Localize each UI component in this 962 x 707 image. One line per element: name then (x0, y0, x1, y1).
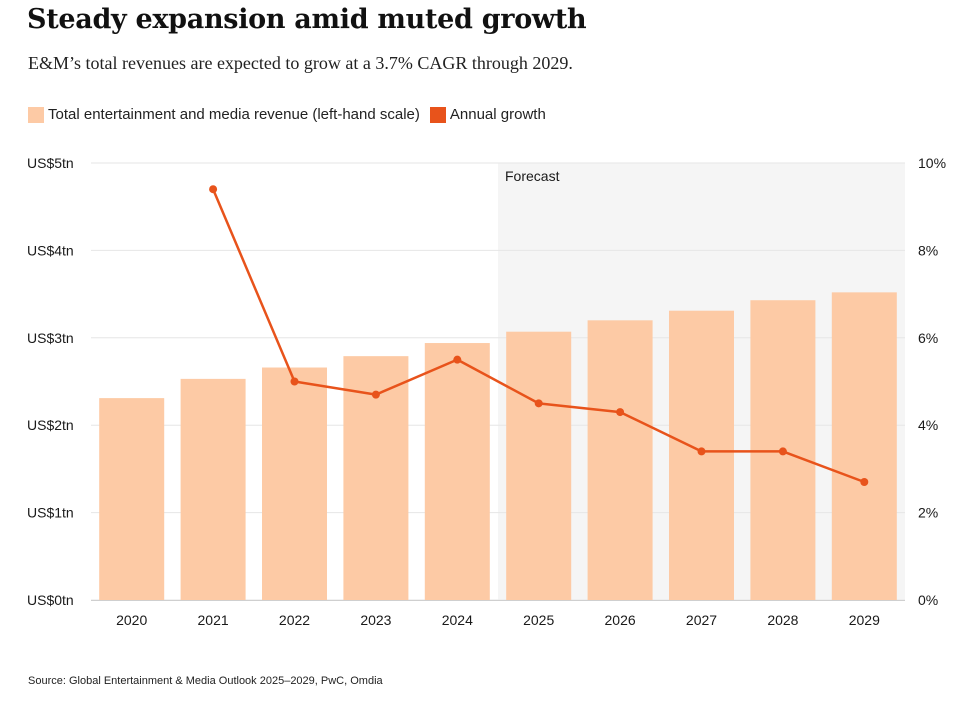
legend-swatch-revenue (28, 106, 44, 123)
legend-item-growth: Annual growth (429, 106, 546, 123)
x-tick-label: 2023 (360, 612, 391, 628)
left-tick-label: US$2tn (27, 417, 74, 433)
growth-point-2021 (209, 185, 218, 194)
x-tick-label: 2021 (198, 612, 229, 628)
growth-point-2024 (453, 355, 462, 364)
legend-label-growth: Annual growth (449, 106, 546, 123)
bar-2022 (262, 367, 327, 600)
bar-2029 (831, 292, 897, 600)
bar-2026 (587, 320, 653, 600)
chart-title: Steady expansion amid muted growth (27, 4, 587, 35)
legend-item-revenue: Total entertainment and media revenue (l… (28, 106, 420, 123)
left-tick-label: US$3tn (27, 330, 74, 346)
left-tick-label: US$5tn (27, 155, 74, 171)
left-tick-label: US$4tn (27, 242, 74, 258)
growth-point-2026 (616, 408, 625, 417)
growth-point-2029 (860, 478, 869, 487)
growth-point-2023 (371, 390, 380, 399)
forecast-label: Forecast (505, 168, 560, 184)
legend-swatch-growth (429, 106, 446, 123)
x-tick-label: 2024 (442, 612, 473, 628)
right-tick-label: 4% (918, 417, 938, 433)
right-tick-label: 0% (918, 592, 938, 608)
right-tick-label: 10% (918, 155, 946, 171)
legend-label-revenue: Total entertainment and media revenue (l… (48, 106, 420, 123)
growth-point-2027 (697, 447, 706, 456)
x-tick-label: 2025 (523, 612, 554, 628)
right-tick-label: 6% (918, 330, 938, 346)
x-tick-label: 2022 (279, 612, 310, 628)
x-tick-label: 2029 (849, 612, 880, 628)
growth-point-2028 (778, 447, 787, 456)
x-tick-label: 2026 (605, 612, 636, 628)
x-tick-label: 2028 (767, 612, 798, 628)
growth-point-2025 (534, 399, 543, 408)
x-tick-label: 2020 (116, 612, 147, 628)
right-tick-label: 8% (918, 242, 938, 258)
legend: Total entertainment and media revenue (l… (28, 106, 556, 123)
left-tick-label: US$1tn (27, 505, 74, 521)
left-tick-label: US$0tn (27, 592, 74, 608)
bar-2024 (424, 343, 490, 600)
bar-2025 (506, 331, 572, 600)
right-tick-label: 2% (918, 505, 938, 521)
bar-2021 (180, 378, 246, 600)
x-tick-label: 2027 (686, 612, 717, 628)
bar-2020 (99, 398, 165, 600)
growth-point-2022 (290, 377, 299, 386)
source-note: Source: Global Entertainment & Media Out… (28, 675, 383, 687)
chart-subtitle: E&M’s total revenues are expected to gro… (28, 53, 573, 73)
